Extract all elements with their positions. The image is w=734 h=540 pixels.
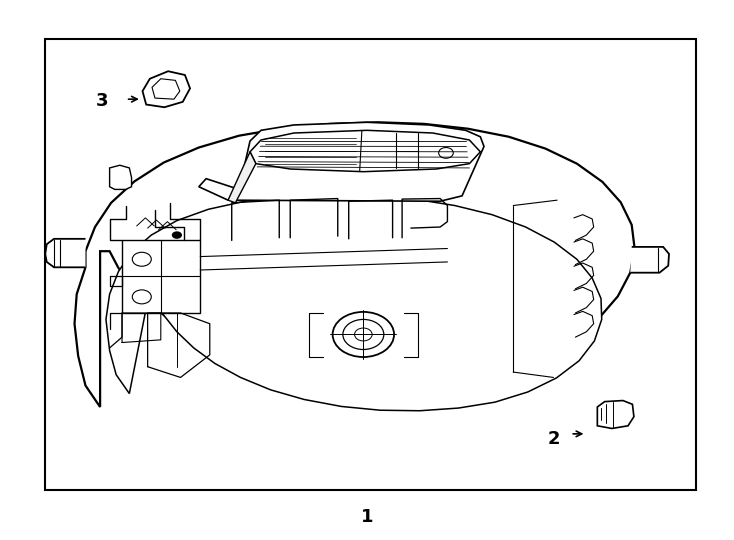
Polygon shape xyxy=(228,152,256,203)
Polygon shape xyxy=(106,195,602,411)
Text: 1: 1 xyxy=(360,508,374,526)
Polygon shape xyxy=(631,247,669,273)
Polygon shape xyxy=(597,401,634,428)
Bar xyxy=(46,39,696,490)
Polygon shape xyxy=(109,165,131,190)
Text: 2: 2 xyxy=(548,430,560,448)
Text: 3: 3 xyxy=(96,92,109,110)
Polygon shape xyxy=(122,240,200,313)
Polygon shape xyxy=(250,130,480,172)
Circle shape xyxy=(172,231,182,239)
Polygon shape xyxy=(199,122,484,201)
Polygon shape xyxy=(152,79,180,99)
Polygon shape xyxy=(142,71,190,107)
Polygon shape xyxy=(46,239,85,267)
Polygon shape xyxy=(75,122,635,407)
